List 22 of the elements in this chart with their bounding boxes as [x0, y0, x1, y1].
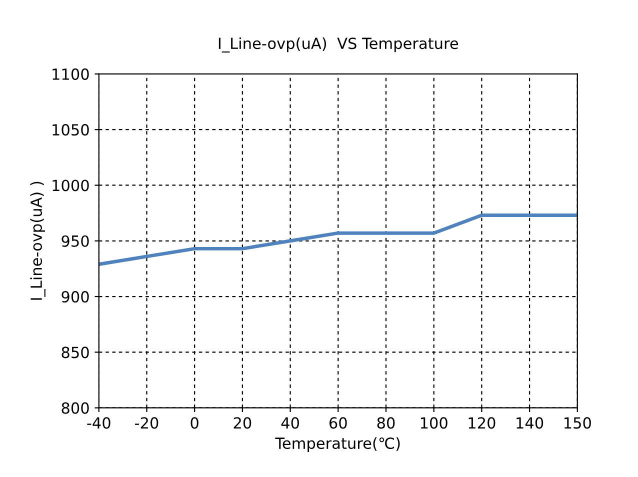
- y-tick-label: 1100: [52, 68, 89, 80]
- chart-title: I_Line-ovp(uA) VS Temperature: [218, 37, 458, 53]
- y-tick-label: 850: [62, 346, 89, 358]
- line-series: [98, 214, 578, 266]
- x-tick-label: 60: [329, 417, 347, 429]
- x-axis-title: Temperature(℃): [275, 437, 400, 452]
- x-tick-label: 0: [190, 417, 198, 429]
- x-tick-label: -40: [87, 417, 110, 429]
- x-tick-label: 80: [377, 417, 395, 429]
- y-tick-label: 1000: [52, 180, 89, 192]
- x-tick-label: 140: [516, 417, 544, 429]
- y-tick-label: 950: [62, 235, 89, 247]
- x-tick-label: 40: [281, 417, 299, 429]
- x-tick-label: 20: [234, 417, 252, 429]
- x-tick-label: 120: [468, 417, 496, 429]
- x-tick-label: 150: [564, 417, 591, 429]
- y-tick-label: 900: [62, 291, 89, 303]
- x-tick-label: 100: [420, 417, 448, 429]
- y-tick-label: 800: [62, 402, 89, 414]
- x-tick-label: -20: [135, 417, 158, 429]
- y-tick-label: 1050: [52, 124, 89, 136]
- y-axis-title: I_Line-ovp(uA) ): [30, 182, 46, 300]
